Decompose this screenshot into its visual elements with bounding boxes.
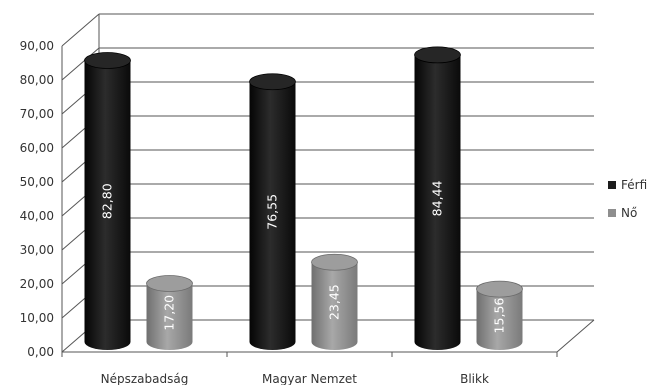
legend-label: Nő: [621, 206, 637, 220]
gridline-diagonal: [61, 13, 100, 47]
data-label: 84,44: [430, 181, 445, 217]
y-tick-label: 0,00: [27, 345, 54, 359]
data-label: 15,56: [492, 298, 507, 334]
bar-top-cap: [249, 73, 296, 91]
bar-ferfi: [414, 54, 461, 351]
data-label: 76,55: [265, 194, 280, 230]
bar-top-cap: [84, 52, 131, 69]
bar-top-cap: [414, 46, 461, 64]
y-tick-label: 80,00: [20, 73, 54, 87]
data-label: 23,45: [327, 284, 342, 320]
x-category-label: Magyar Nemzet: [262, 372, 357, 385]
bar-no: [146, 283, 193, 350]
legend-swatch: [608, 209, 616, 217]
x-category-label: Népszabadság: [101, 372, 189, 385]
y-tick-label: 30,00: [20, 243, 54, 257]
legend-label: Férfi: [621, 178, 647, 192]
y-tick-label: 60,00: [20, 141, 54, 155]
y-tick-label: 40,00: [20, 209, 54, 223]
y-tick-label: 20,00: [20, 277, 54, 291]
data-label: 82,80: [100, 183, 115, 219]
floor-right-edge: [556, 319, 595, 353]
bar-ferfi: [84, 60, 131, 350]
bar-top-cap: [311, 253, 358, 271]
gridline-diagonal: [61, 47, 100, 81]
legend-swatch: [608, 181, 616, 189]
y-tick-label: 70,00: [20, 107, 54, 121]
bar-no: [311, 262, 358, 350]
y-tick-label: 90,00: [20, 39, 54, 53]
bar-top-cap: [146, 275, 193, 292]
bar-top-cap: [476, 280, 523, 298]
bar-no: [476, 289, 523, 350]
bar-ferfi: [249, 81, 296, 350]
x-category-label: Blikk: [460, 372, 489, 385]
y-tick-label: 50,00: [20, 175, 54, 189]
y-tick-label: 10,00: [20, 311, 54, 325]
data-label: 17,20: [162, 295, 177, 331]
